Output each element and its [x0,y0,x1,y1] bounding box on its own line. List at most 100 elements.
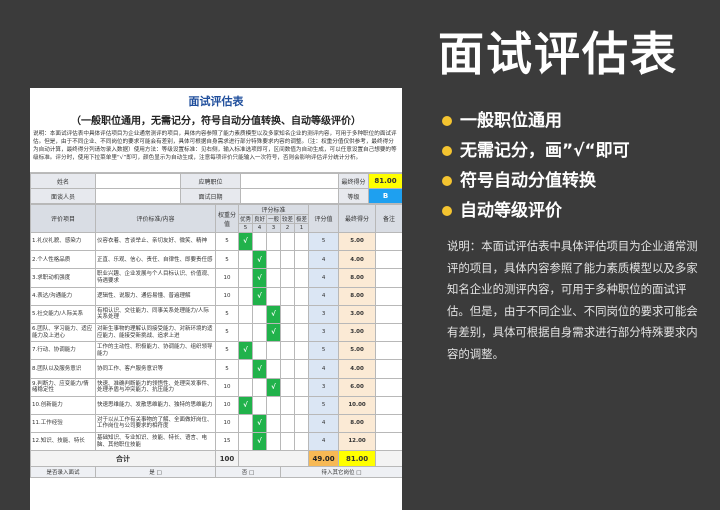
empty-check-cell[interactable] [238,377,253,397]
empty-check-cell[interactable] [266,413,281,434]
feature-text: 一般职位通用 [460,111,562,131]
score: 4 [308,359,340,379]
option[interactable]: 待入其它岗位 □ [279,466,402,479]
empty-check-cell[interactable] [252,304,267,324]
field-label: 面谈人员 [30,188,96,204]
empty-check-cell[interactable] [266,268,281,288]
check-cell[interactable]: √ [238,395,253,415]
data-row: 8.团队以及服务意识 协同工作、客户服务意识等 5 √ 4 4.00 [30,359,402,379]
check-cell[interactable]: √ [238,231,253,252]
column-header: 评价项目 [30,204,96,233]
final-score: 5.00 [338,341,377,361]
empty-check-cell[interactable] [293,268,310,288]
empty-check-cell[interactable] [293,322,310,343]
field-input[interactable] [95,173,181,189]
final-score: 81.00 [368,173,402,189]
empty-check-cell[interactable] [293,304,310,324]
empty-check-cell[interactable] [266,432,281,452]
empty-check-cell[interactable] [280,413,295,434]
weight: 5 [215,231,239,252]
score: 4 [308,286,340,306]
empty-check-cell[interactable] [266,359,281,379]
option[interactable]: 是 □ [95,466,216,479]
weight: 5 [215,304,239,324]
empty-check-cell[interactable] [293,377,310,397]
empty-check-cell[interactable] [238,250,253,270]
check-cell[interactable]: √ [266,304,281,324]
empty-check-cell[interactable] [252,341,267,361]
criteria: 逻辑性、说服力、通俗易懂、普遍理解 [95,286,216,306]
empty-check-cell[interactable] [293,341,310,361]
empty-check-cell[interactable] [280,432,295,452]
weight: 10 [215,395,239,415]
description: 说明：本面试评估表中具体评估项目为企业通常测评的项目，具体内容参照了能力素质模型… [447,239,698,361]
data-row: 3.求职动机强度 职业兴趣、企业发展与个人目标认识、价值观、待遇要求 10 √ 4 8.0… [30,268,402,288]
empty-check-cell[interactable] [280,250,295,270]
final-score: 8.00 [338,286,377,306]
field-row: 面谈人员 面试日期 等级 B [30,188,402,204]
final-score: 8.00 [338,413,377,434]
remark [375,231,402,252]
check-cell[interactable]: √ [252,268,267,288]
empty-check-cell[interactable] [266,231,281,252]
empty-check-cell[interactable] [238,322,253,343]
empty-check-cell[interactable] [238,432,253,452]
item: 12.知识、技能、特长 [30,432,96,452]
check-cell[interactable]: √ [266,377,281,397]
empty-check-cell[interactable] [280,359,295,379]
item: 5.社交能力/人际关系 [30,304,96,324]
check-cell[interactable]: √ [252,432,267,452]
empty-check-cell[interactable] [293,286,310,306]
check-cell[interactable]: √ [266,322,281,343]
criteria: 工作的主动性、积极能力、协调能力、组织领导能力 [95,341,216,361]
option[interactable]: 否 □ [215,466,281,479]
empty-check-cell[interactable] [266,341,281,361]
field-input[interactable] [240,188,339,204]
empty-check-cell[interactable] [238,304,253,324]
empty-check-cell[interactable] [280,304,295,324]
empty-check-cell[interactable] [280,231,295,252]
empty-check-cell[interactable] [293,250,310,270]
empty-check-cell[interactable] [280,286,295,306]
empty-check-cell[interactable] [252,322,267,343]
empty-check-cell[interactable] [238,413,253,434]
level-points: 3 [266,223,281,233]
check-cell[interactable]: √ [252,413,267,434]
data-row: 10.创新能力 快速思维能力、发散思维能力、独特的思维能力 10 √ 5 10.00 [30,395,402,415]
final-score: 3.00 [338,304,377,324]
check-cell[interactable]: √ [238,341,253,361]
empty-check-cell[interactable] [238,286,253,306]
remark [375,359,402,379]
empty-check-cell[interactable] [280,377,295,397]
weight: 15 [215,432,239,452]
final-score: 12.00 [338,432,377,452]
feature-item: 自动等级评价 [442,196,630,226]
empty-check-cell[interactable] [238,268,253,288]
empty-check-cell[interactable] [293,432,310,452]
empty-check-cell[interactable] [266,395,281,415]
empty-check-cell[interactable] [266,250,281,270]
empty-check-cell[interactable] [280,395,295,415]
empty-check-cell[interactable] [280,322,295,343]
empty-check-cell[interactable] [238,359,253,379]
empty-check-cell[interactable] [252,231,267,252]
data-row: 2.个人性格品质 正直、乐观、信心、责任、自律性、即要责任感 5 √ 4 4.00 [30,250,402,270]
item: 11.工作经验 [30,413,96,434]
field-label: 应聘职位 [180,173,241,189]
field-input[interactable] [95,188,181,204]
empty-check-cell[interactable] [293,395,310,415]
empty-check-cell[interactable] [293,413,310,434]
check-cell[interactable]: √ [252,286,267,306]
score: 5 [308,231,340,252]
empty-check-cell[interactable] [252,377,267,397]
empty-cell [375,450,402,468]
empty-check-cell[interactable] [280,268,295,288]
check-cell[interactable]: √ [252,250,267,270]
empty-check-cell[interactable] [280,341,295,361]
empty-check-cell[interactable] [293,359,310,379]
empty-check-cell[interactable] [293,231,310,252]
empty-check-cell[interactable] [266,286,281,306]
field-input[interactable] [240,173,339,189]
check-cell[interactable]: √ [252,359,267,379]
empty-check-cell[interactable] [252,395,267,415]
